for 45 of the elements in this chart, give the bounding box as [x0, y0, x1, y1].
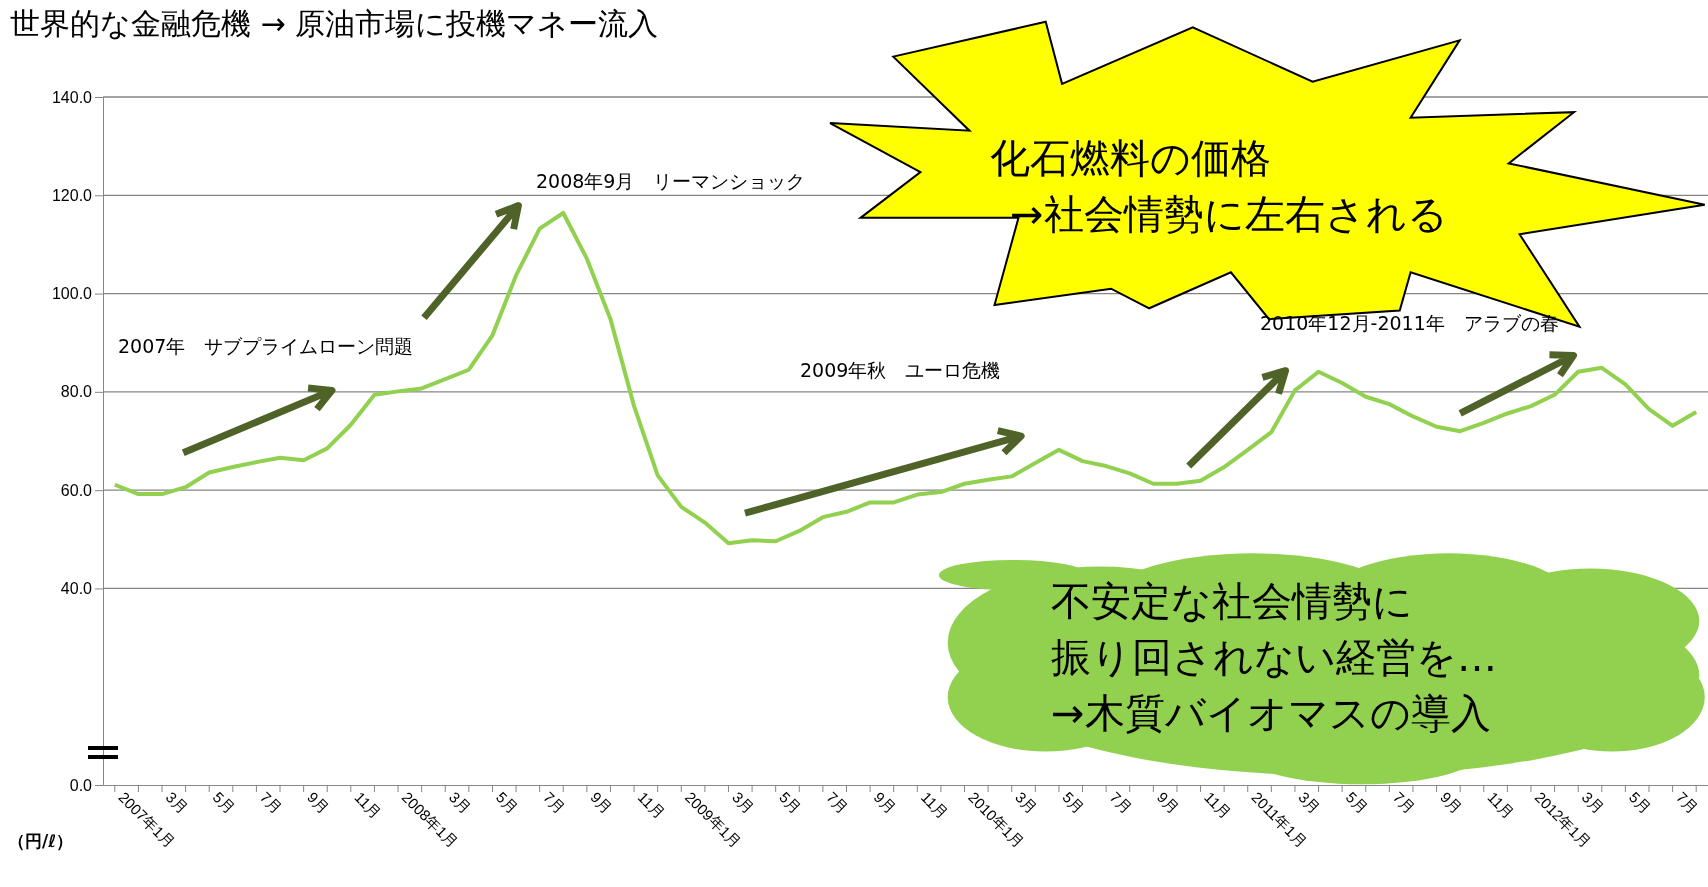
x-tick-label: 9月	[304, 788, 333, 817]
x-tick-label: 5月	[776, 788, 805, 817]
x-tick-label: 5月	[1059, 788, 1088, 817]
x-tick-label: 5月	[1625, 788, 1655, 817]
x-tick-label: 3月	[162, 788, 192, 817]
x-tick-label: 11月	[351, 788, 385, 823]
annotation: 振り回されない経営を…	[1051, 634, 1497, 680]
x-tick-label: 3月	[1578, 788, 1608, 817]
x-tick-label: 9月	[1437, 788, 1466, 817]
x-tick-label: 3月	[445, 788, 475, 817]
x-tick-label: 9月	[870, 788, 900, 817]
x-tick-label: 11月	[1484, 788, 1518, 823]
x-tick-label: 5月	[1342, 788, 1372, 817]
x-tick-label: 7月	[256, 788, 286, 817]
annotation: 化石燃料の価格	[990, 135, 1271, 181]
chart-title: 世界的な金融危機 → 原油市場に投機マネー流入	[10, 6, 659, 41]
y-tick-label: 140.0	[51, 88, 93, 106]
x-tick-label: 5月	[492, 788, 522, 817]
y-tick-label: 120.0	[51, 186, 93, 204]
x-tick-label: 11月	[634, 788, 669, 823]
x-tick-label: 7月	[1389, 788, 1419, 817]
annotation: 不安定な社会情勢に	[1051, 578, 1413, 624]
x-tick-label: 3月	[729, 788, 758, 817]
x-tick-label: 3月	[1295, 788, 1325, 817]
y-tick-label: 0.0	[69, 776, 93, 794]
annotation: 2009年秋 ユーロ危機	[800, 359, 1001, 382]
annotation: →社会情勢に左右される	[1010, 191, 1448, 237]
x-tick-label: 5月	[209, 788, 239, 817]
x-tick-label: 11月	[1201, 788, 1235, 823]
y-tick-label: 100.0	[51, 285, 93, 303]
annotation: 2007年 サブプライムローン問題	[118, 334, 414, 357]
x-tick-label: 9月	[1153, 788, 1183, 817]
x-tick-label: 3月	[1012, 788, 1041, 817]
y-tick-label: 60.0	[60, 481, 93, 499]
x-tick-label: 7月	[823, 788, 852, 817]
x-tick-label: 7月	[540, 788, 569, 817]
x-tick-label: 7月	[1106, 788, 1136, 817]
y-axis-title: （円/ℓ）	[8, 831, 74, 851]
x-tick-label: 7月	[1673, 788, 1702, 817]
x-tick-label: 9月	[587, 788, 616, 817]
annotation: →木質バイオマスの導入	[1051, 690, 1491, 736]
x-tick-label: 11月	[917, 788, 952, 823]
y-tick-label: 80.0	[60, 383, 93, 401]
y-tick-label: 40.0	[60, 580, 93, 598]
annotation: 2008年9月 リーマンショック	[536, 169, 806, 192]
